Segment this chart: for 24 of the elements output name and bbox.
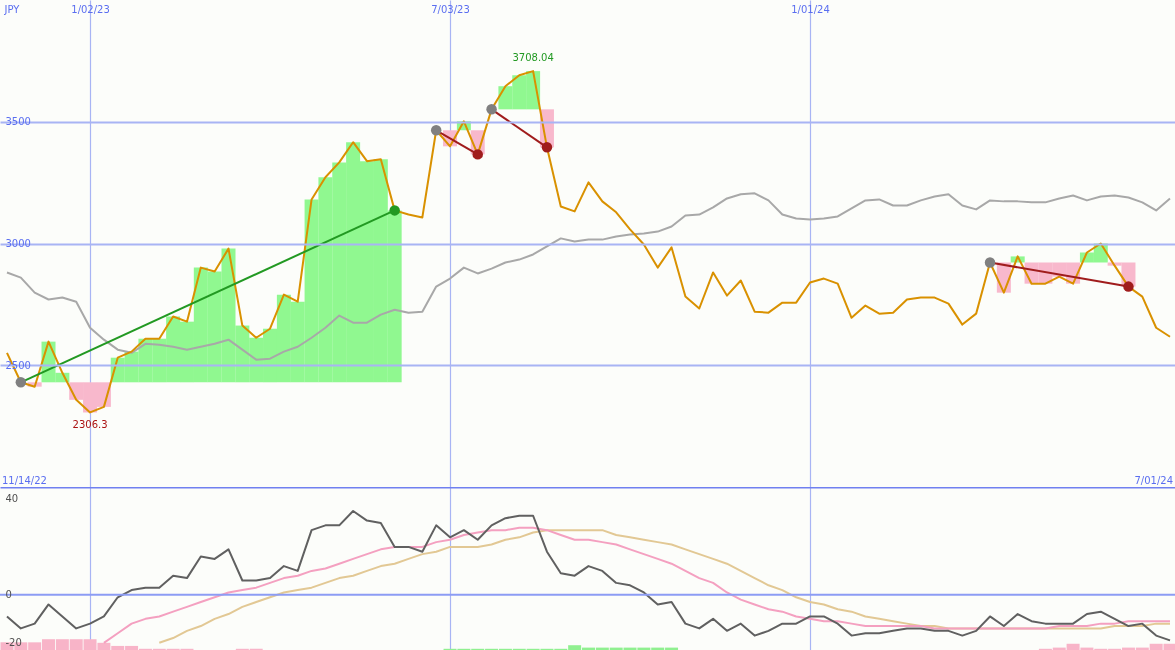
point	[15, 377, 27, 388]
annotation: 2306.3	[72, 419, 108, 431]
point	[389, 205, 400, 216]
y-tick-label: 3500	[5, 116, 31, 128]
annotation: 3708.04	[512, 52, 554, 64]
annotation: 7/01/24	[1134, 475, 1173, 486]
x-tick-label: 1/01/24	[791, 3, 830, 15]
point	[541, 142, 553, 153]
y-axis-title: JPY	[3, 3, 21, 15]
y-tick-label: 2500	[5, 359, 31, 371]
x-tick-label: 1/02/23	[71, 3, 110, 15]
line-series	[5, 70, 1171, 414]
point	[1123, 281, 1134, 292]
point	[430, 125, 442, 136]
annotation: 11/14/22	[2, 475, 47, 486]
point	[984, 257, 996, 268]
y-tick-label: 0	[5, 589, 12, 601]
y-tick-label: 40	[5, 493, 19, 505]
y-tick-label: -20	[5, 637, 22, 649]
x-tick-label: 7/03/23	[431, 3, 470, 15]
point	[472, 149, 483, 160]
point	[486, 104, 497, 115]
line-series	[5, 192, 1171, 361]
y-tick-label: 3000	[5, 238, 31, 249]
